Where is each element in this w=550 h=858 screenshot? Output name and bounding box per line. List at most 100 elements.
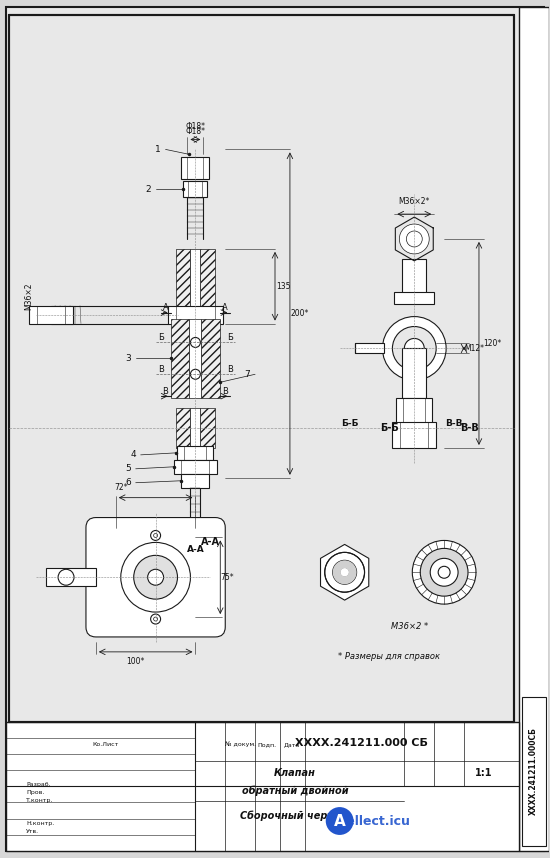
Circle shape <box>151 614 161 624</box>
Circle shape <box>324 553 365 592</box>
Text: Разраб.: Разраб. <box>26 782 51 787</box>
Circle shape <box>340 567 350 577</box>
Circle shape <box>438 566 450 578</box>
Text: B: B <box>222 387 228 396</box>
Text: Утв.: Утв. <box>26 830 40 835</box>
Text: Б-Б: Б-Б <box>380 423 399 433</box>
Text: Ко.Лист: Ко.Лист <box>93 742 119 747</box>
Text: 100*: 100* <box>126 657 145 667</box>
Circle shape <box>153 534 158 537</box>
Circle shape <box>404 338 424 359</box>
Text: Н.контр.: Н.контр. <box>26 820 54 825</box>
Text: обратный двойной: обратный двойной <box>241 786 348 796</box>
Text: № докум.: № докум. <box>224 741 256 747</box>
Text: A: A <box>163 303 168 312</box>
Bar <box>200 408 215 448</box>
Text: A: A <box>334 813 345 829</box>
Text: A: A <box>222 303 228 312</box>
Text: 1:1: 1:1 <box>475 768 493 778</box>
Bar <box>7 722 519 851</box>
FancyBboxPatch shape <box>86 517 226 637</box>
Bar <box>168 305 223 323</box>
Text: В-В: В-В <box>446 419 463 427</box>
Bar <box>9 15 514 722</box>
Circle shape <box>399 224 429 254</box>
Bar <box>394 292 434 304</box>
Text: 6: 6 <box>125 478 131 487</box>
Text: Дата: Дата <box>284 742 300 747</box>
Text: В-В: В-В <box>460 423 478 433</box>
Bar <box>355 343 384 353</box>
Bar <box>397 398 432 423</box>
Bar <box>175 408 190 448</box>
Text: 5: 5 <box>125 464 131 474</box>
Text: Сборочный чертеж: Сборочный чертеж <box>240 811 350 821</box>
Text: 3: 3 <box>125 353 131 363</box>
Text: 120*: 120* <box>483 339 501 348</box>
Circle shape <box>382 317 446 380</box>
Bar <box>190 408 200 448</box>
Circle shape <box>190 337 200 347</box>
Circle shape <box>326 807 354 835</box>
Text: М36×2: М36×2 <box>25 283 34 311</box>
Bar <box>184 181 207 197</box>
Text: Ф18*: Ф18* <box>185 122 205 131</box>
Text: А-А: А-А <box>201 537 220 547</box>
Bar <box>201 318 221 398</box>
Text: М36×2*: М36×2* <box>399 196 430 206</box>
Circle shape <box>147 570 163 585</box>
Circle shape <box>412 541 476 604</box>
Bar <box>170 318 189 398</box>
Bar <box>182 157 210 179</box>
Bar <box>519 7 548 851</box>
Circle shape <box>121 542 190 612</box>
Circle shape <box>190 369 200 379</box>
Circle shape <box>151 530 161 541</box>
Bar <box>200 249 215 309</box>
Text: В: В <box>227 365 233 374</box>
Circle shape <box>406 231 422 247</box>
Bar <box>173 460 217 474</box>
Text: 135: 135 <box>276 281 290 291</box>
Text: Ф18*: Ф18* <box>185 127 205 136</box>
Text: Клапан: Клапан <box>274 768 316 778</box>
Bar <box>403 348 426 398</box>
Bar <box>392 422 436 448</box>
Bar <box>182 474 210 487</box>
Text: 4: 4 <box>130 450 136 459</box>
Text: Intellect.icu: Intellect.icu <box>328 814 411 827</box>
Bar <box>403 259 426 293</box>
Text: XXXX.241211.000СБ: XXXX.241211.000СБ <box>529 728 538 815</box>
Text: * Размеры для справок: * Размеры для справок <box>338 652 441 662</box>
Bar <box>175 249 190 309</box>
Circle shape <box>134 555 178 599</box>
Circle shape <box>430 559 458 586</box>
Text: Б: Б <box>158 333 163 342</box>
Text: М12*: М12* <box>464 344 484 353</box>
Text: А-А: А-А <box>186 545 204 554</box>
Circle shape <box>153 617 158 621</box>
Bar <box>522 697 546 846</box>
Bar <box>190 249 200 309</box>
Text: 7: 7 <box>244 370 250 378</box>
Circle shape <box>333 560 356 584</box>
Text: 75*: 75* <box>221 573 234 582</box>
Text: 72*: 72* <box>114 483 128 492</box>
Text: Т.контр.: Т.контр. <box>26 798 54 802</box>
Text: 2: 2 <box>145 184 151 194</box>
Bar <box>189 318 201 398</box>
Polygon shape <box>321 545 368 600</box>
Text: Пров.: Пров. <box>26 789 45 795</box>
Text: Подп.: Подп. <box>257 742 277 747</box>
Circle shape <box>420 548 468 596</box>
Text: 200*: 200* <box>291 309 309 318</box>
Text: 1: 1 <box>155 145 161 154</box>
Bar <box>29 305 73 323</box>
Text: XXXX.241211.000 СБ: XXXX.241211.000 СБ <box>295 739 428 748</box>
Text: М36×2 *: М36×2 * <box>390 623 428 631</box>
Circle shape <box>58 570 74 585</box>
Text: В: В <box>158 365 163 374</box>
Text: Б: Б <box>227 333 233 342</box>
Text: Б-Б: Б-Б <box>341 419 359 427</box>
Text: B: B <box>163 387 168 396</box>
